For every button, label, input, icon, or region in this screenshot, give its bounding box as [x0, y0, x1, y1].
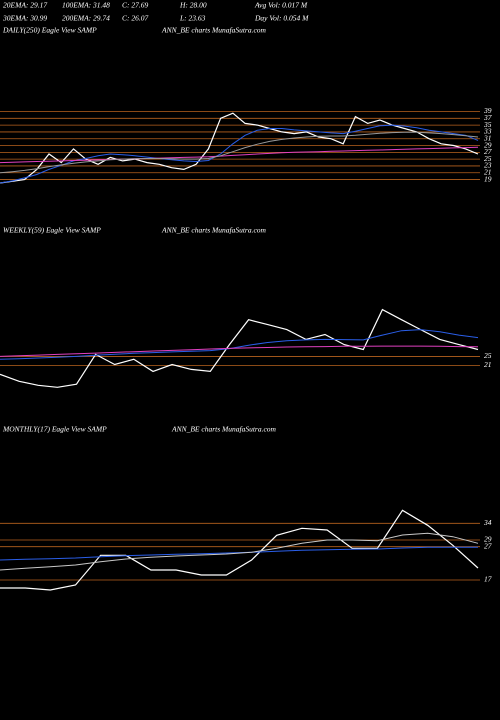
y-tick-label: 34	[483, 518, 492, 527]
y-tick-label: 27	[484, 147, 492, 156]
price-line	[0, 131, 479, 174]
header-stat: 30EMA: 30.99	[2, 14, 47, 23]
y-tick-label: 31	[483, 133, 492, 142]
header-stat: H: 28.00	[179, 1, 207, 10]
price-line	[0, 112, 479, 184]
panel-subtitle: ANN_BE charts MunafaSutra.com	[161, 226, 267, 235]
header-stat: 20EMA: 29.17	[3, 1, 47, 10]
y-tick-label: 21	[484, 167, 492, 176]
y-tick-label: 25	[484, 154, 492, 163]
price-line	[0, 146, 479, 164]
y-tick-label: 27	[484, 541, 492, 550]
y-tick-label: 23	[484, 161, 492, 170]
header-stat: 200EMA: 29.74	[62, 14, 110, 23]
price-line	[0, 308, 479, 388]
y-tick-label: 25	[484, 351, 492, 360]
price-line	[0, 124, 479, 184]
header-stat: L: 23.63	[179, 14, 206, 23]
price-line	[0, 329, 479, 360]
panel-title: MONTHLY(17) Eagle View SAMP	[2, 425, 107, 434]
price-line	[0, 509, 479, 591]
price-line	[0, 532, 479, 571]
price-line	[0, 345, 479, 357]
y-tick-label: 17	[484, 575, 492, 584]
y-tick-label: 29	[484, 535, 492, 544]
y-tick-label: 39	[483, 106, 492, 115]
y-tick-label: 19	[484, 174, 492, 183]
panel-subtitle: ANN_BE charts MunafaSutra.com	[161, 26, 267, 35]
header-stat: 100EMA: 31.48	[62, 1, 110, 10]
panel-subtitle: ANN_BE charts MunafaSutra.com	[171, 425, 277, 434]
header-stat: C: 27.69	[122, 1, 149, 10]
y-tick-label: 37	[483, 113, 492, 122]
panel-title: DAILY(250) Eagle View SAMP	[2, 26, 97, 35]
y-tick-label: 33	[483, 127, 492, 136]
header-stat: C: 26.07	[122, 14, 149, 23]
y-tick-label: 35	[483, 120, 492, 129]
panel-title: WEEKLY(59) Eagle View SAMP	[3, 226, 101, 235]
header-stat: Day Vol: 0.054 M	[254, 14, 309, 23]
y-tick-label: 29	[484, 140, 492, 149]
header-stat: Avg Vol: 0.017 M	[254, 1, 308, 10]
y-tick-label: 21	[484, 360, 492, 369]
